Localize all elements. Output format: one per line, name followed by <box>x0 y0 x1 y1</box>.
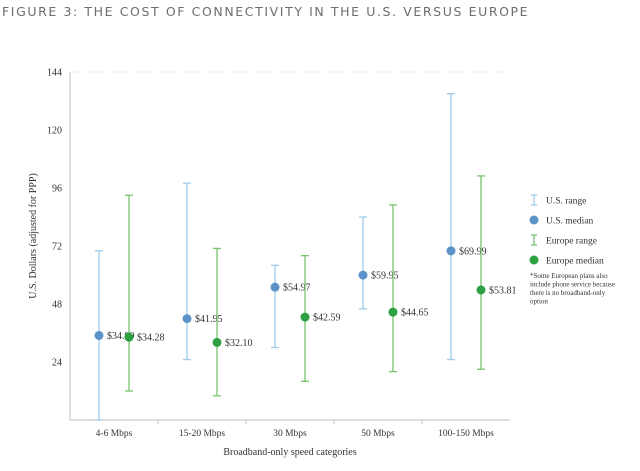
us-median-point <box>182 314 192 324</box>
europe-median-label: $32.10 <box>225 338 253 349</box>
us-median-point <box>270 282 280 292</box>
x-tick-label: 15-20 Mbps <box>179 429 225 439</box>
us-median-label: $41.95 <box>195 314 223 325</box>
us-legend-median-swatch <box>529 215 539 225</box>
legend-label: U.S. median <box>546 217 593 227</box>
chart-axes: 24 48 72 96 120 144 4-6 Mbps 15-20 Mbps 30 Mbps 5… <box>28 68 510 458</box>
us-median-point <box>94 330 104 340</box>
us-median-label: $69.99 <box>459 246 487 257</box>
chart-legend: U.S. range U.S. median Europe range Europe … <box>529 194 615 306</box>
us-median-label: $59.95 <box>371 271 399 282</box>
europe-median-label: $53.81 <box>489 285 517 296</box>
y-tick-label: 96 <box>52 184 62 195</box>
x-tick-label: 30 Mbps <box>273 429 307 439</box>
figure-title: FIGURE 3: THE COST OF CONNECTIVITY IN TH… <box>2 4 530 19</box>
us-median-point <box>358 270 368 280</box>
europe-median-point <box>388 307 398 317</box>
x-axis-title: Broadband-only speed categories <box>223 447 356 458</box>
footnote-line: *Some European plans also <box>530 272 608 280</box>
y-tick-label: 120 <box>47 126 62 137</box>
europe-legend-median-swatch <box>529 255 539 265</box>
legend-label: Europe median <box>546 257 604 267</box>
y-tick-label: 24 <box>52 358 62 369</box>
y-tick-label: 72 <box>52 242 62 253</box>
us-median-point <box>446 246 456 256</box>
footnote-line: option <box>530 298 548 306</box>
us-median-label: $54.97 <box>283 283 311 294</box>
x-tick-label: 50 Mbps <box>361 429 395 439</box>
x-tick-label: 4-6 Mbps <box>96 429 133 439</box>
x-tick-label: 100-150 Mbps <box>438 429 494 439</box>
us-median-label: $34.99 <box>107 331 135 342</box>
europe-median-point <box>124 332 134 342</box>
europe-median-label: $44.65 <box>401 308 429 319</box>
europe-median-label: $42.59 <box>313 313 341 324</box>
europe-median-point <box>476 285 486 295</box>
europe-median-point <box>212 337 222 347</box>
legend-label: U.S. range <box>546 197 586 207</box>
chart-marks: $34.99 $41.95 $54.97 $59.95 $69.99 $34.28 $32.… <box>94 93 517 421</box>
europe-median-label: $34.28 <box>137 333 165 344</box>
y-tick-label: 144 <box>47 68 62 79</box>
legend-label: Europe range <box>546 237 597 247</box>
y-axis-title: U.S. Dollars (adjusted for PPP) <box>28 173 39 299</box>
footnote-line: include phone service because <box>530 281 615 289</box>
y-tick-label: 48 <box>52 300 62 311</box>
europe-median-point <box>300 312 310 322</box>
footnote-line: there is no broadband-only <box>530 289 606 297</box>
